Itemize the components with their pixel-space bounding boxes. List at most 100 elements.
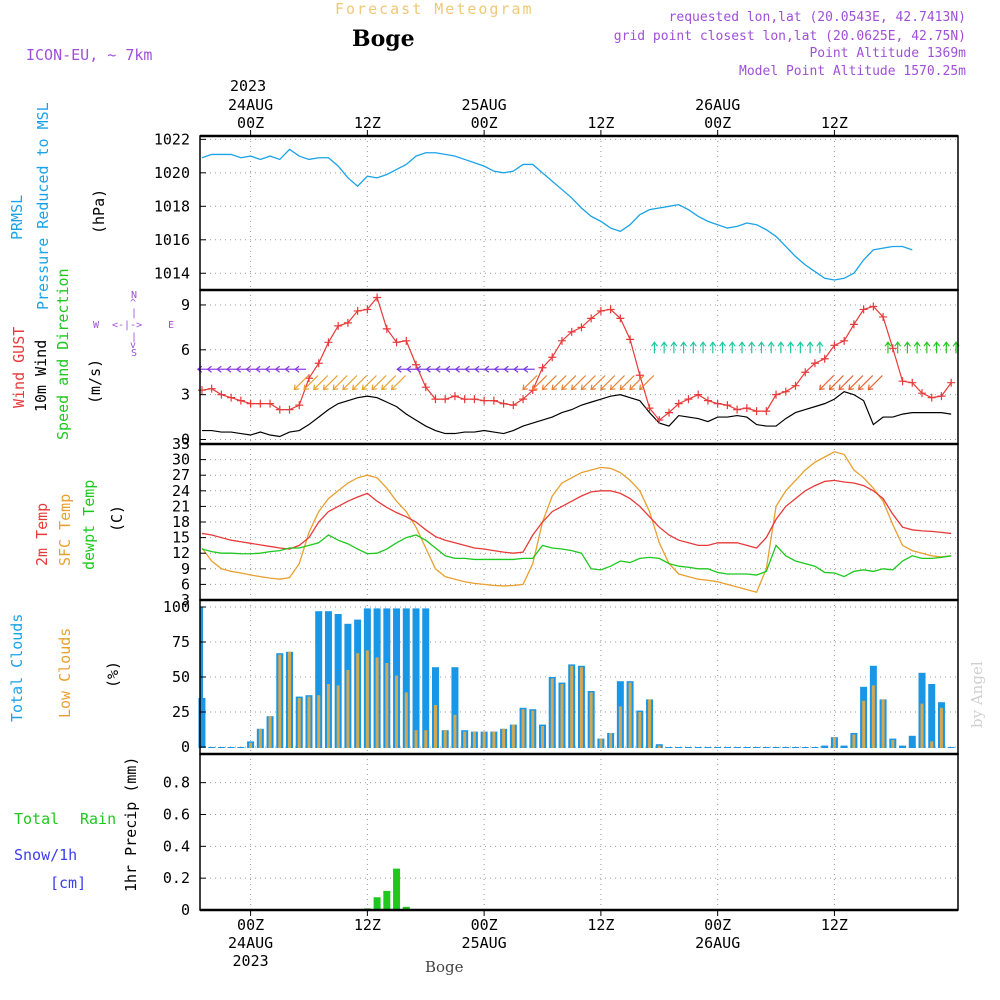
wind-arrow-head bbox=[903, 341, 911, 347]
wind-arrow-head bbox=[551, 384, 558, 391]
low-cloud-bar bbox=[268, 716, 272, 748]
wind-direction-arrow bbox=[858, 375, 874, 390]
gust-marker bbox=[519, 395, 528, 404]
compass-arrows-we: <-|-> bbox=[112, 320, 143, 331]
wind-arrow-head bbox=[580, 384, 587, 391]
wind-arrow-head bbox=[639, 384, 645, 391]
wind-gust-line bbox=[201, 296, 952, 421]
wind-arrow-head bbox=[933, 341, 941, 347]
wind-tick-label: 9 bbox=[181, 296, 190, 314]
wind-arrow-head bbox=[390, 384, 397, 391]
gust-marker bbox=[450, 392, 459, 401]
wind-speed-line bbox=[201, 391, 952, 438]
wind-direction-arrow bbox=[532, 375, 548, 390]
gust-marker bbox=[557, 336, 566, 345]
pressure-label-1: PRMSL bbox=[8, 194, 26, 240]
wind-arrow-head bbox=[728, 341, 736, 347]
pressure-label-2: Pressure Reduced to MSL bbox=[34, 102, 52, 310]
gust-marker bbox=[217, 390, 226, 399]
rain-bar bbox=[402, 906, 410, 910]
low-cloud-bar bbox=[258, 728, 262, 748]
total-cloud-bar bbox=[840, 745, 848, 748]
gust-marker bbox=[733, 405, 742, 414]
wind-arrow-head bbox=[322, 384, 329, 391]
wind-arrow-head bbox=[245, 365, 251, 373]
temp-tick-label: 3 bbox=[181, 591, 190, 609]
wind-arrow-head bbox=[313, 384, 319, 391]
gust-marker bbox=[723, 401, 732, 410]
wind-arrow-head bbox=[206, 365, 212, 373]
total-cloud-bar bbox=[665, 747, 673, 748]
gust-marker bbox=[207, 384, 216, 393]
low-cloud-bar bbox=[541, 726, 545, 748]
gust-marker bbox=[762, 407, 771, 416]
low-cloud-bar bbox=[871, 685, 875, 748]
bottom-time-label: 12Z bbox=[587, 916, 614, 934]
wind-direction-arrow bbox=[362, 375, 377, 390]
total-cloud-bar bbox=[762, 747, 770, 748]
wind-arrow-head bbox=[235, 365, 242, 373]
low-cloud-bar bbox=[589, 692, 593, 748]
wind-arrow-head bbox=[748, 341, 756, 347]
forecast-title: Forecast Meteogram bbox=[335, 0, 534, 18]
temp-tick-label: 9 bbox=[181, 560, 190, 578]
low-cloud-bar bbox=[288, 651, 292, 748]
gust-marker bbox=[713, 399, 722, 408]
clouds-tick-label: 25 bbox=[172, 703, 190, 721]
gust-marker bbox=[917, 389, 926, 398]
wind-direction-arrow bbox=[391, 375, 407, 390]
gust-marker bbox=[392, 338, 401, 347]
gust-marker bbox=[548, 353, 557, 362]
wind-arrow-head bbox=[361, 384, 368, 391]
low-cloud-bar bbox=[404, 692, 408, 748]
wind-arrow-head bbox=[650, 341, 658, 347]
gust-marker bbox=[266, 399, 275, 408]
top-date-label: 25AUG bbox=[462, 96, 507, 114]
wind-arrow-head bbox=[493, 365, 499, 373]
total-cloud-bar bbox=[899, 745, 907, 748]
wind-arrow-head bbox=[474, 365, 480, 373]
total-cloud-bar bbox=[753, 747, 761, 748]
wind-arrow-head bbox=[351, 384, 358, 391]
gust-marker bbox=[908, 378, 917, 387]
wind-arrow-head bbox=[483, 365, 490, 373]
wind-arrow-head bbox=[719, 341, 727, 347]
compass-arrow-up: ^ bbox=[130, 298, 137, 309]
pressure-tick-label: 1018 bbox=[154, 197, 190, 215]
wind-arrow-head bbox=[371, 384, 378, 391]
total-cloud-bar bbox=[412, 608, 420, 748]
compass-arrow-down: v bbox=[130, 340, 137, 351]
wind-direction-arrow bbox=[551, 375, 567, 390]
wind-arrow-head bbox=[942, 341, 950, 347]
gust-marker bbox=[927, 393, 936, 402]
low-cloud-bar bbox=[891, 740, 895, 748]
dewpt-temp-label: dewpt Temp bbox=[80, 479, 98, 570]
wind-direction-arrow bbox=[303, 375, 319, 390]
total-cloud-bar bbox=[227, 747, 235, 748]
total-cloud-bar bbox=[198, 698, 206, 748]
wind-direction-arrow bbox=[867, 375, 883, 390]
wind-direction-arrow bbox=[342, 375, 358, 390]
temp-tick-label: 21 bbox=[172, 497, 190, 515]
top-time-label: 12Z bbox=[821, 114, 848, 132]
wind-arrow-head bbox=[561, 384, 567, 391]
temp-2m-line bbox=[201, 479, 952, 554]
bottom-date-label: 24AUG bbox=[228, 934, 273, 952]
bottom-date-label: 26AUG bbox=[695, 934, 740, 952]
gust-marker bbox=[295, 401, 304, 410]
low-cloud-bar bbox=[628, 682, 632, 748]
top-date-label: 24AUG bbox=[228, 96, 273, 114]
grid-point-coords: grid point closest lon,lat (20.0625E, 42… bbox=[613, 29, 966, 44]
total-cloud-bar bbox=[772, 747, 780, 748]
wind-direction-arrow bbox=[313, 375, 329, 390]
compass-n: N bbox=[131, 290, 138, 301]
low-cloud-bar bbox=[395, 675, 399, 748]
bottom-time-label: 00Z bbox=[471, 916, 498, 934]
low-cloud-bar bbox=[414, 730, 418, 748]
gust-marker bbox=[665, 408, 674, 417]
wind-arrow-head bbox=[435, 365, 441, 373]
wind-arrow-head bbox=[660, 341, 668, 347]
gust-marker bbox=[353, 306, 362, 315]
wind-arrow-head bbox=[699, 341, 707, 347]
gust-marker bbox=[480, 396, 489, 405]
